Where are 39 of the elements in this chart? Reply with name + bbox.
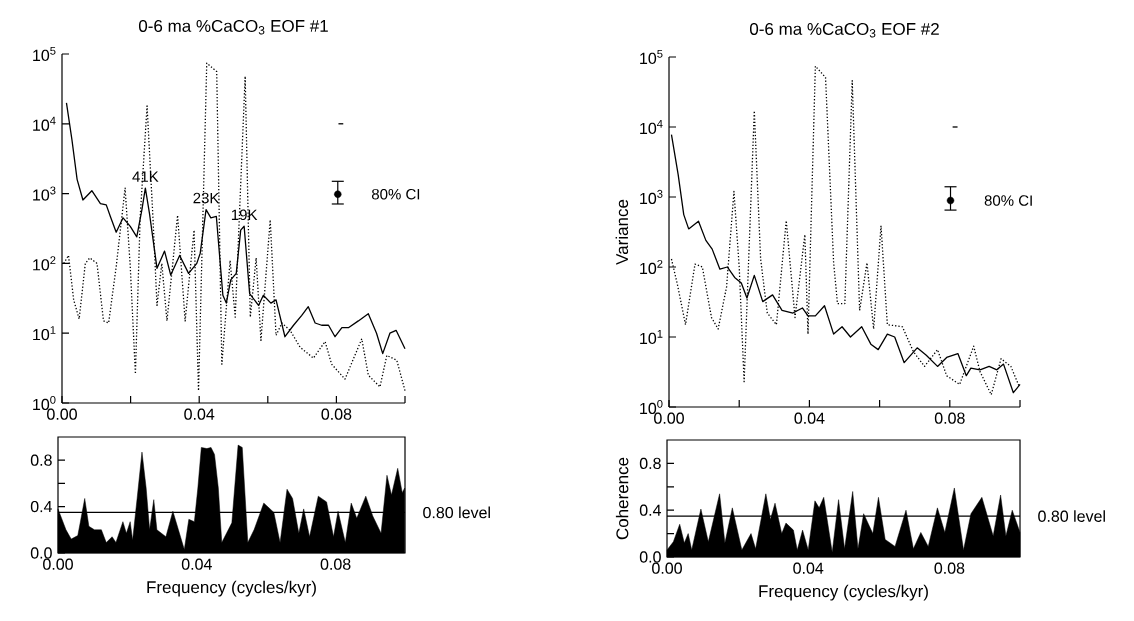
chart-title: 0-6 ma %CaCO$_{3}$ EOF #1 [138,19,328,35]
annotation: 23K [193,192,220,204]
x-axis-title: Frequency (cycles/kyr) [147,580,316,597]
y-tick-label: 10$^{5}$ [640,49,663,65]
ref-line-label: 0.80 level [423,506,490,519]
annotation: 19K [231,209,258,221]
y-tick-label: 10$^{3}$ [33,186,56,201]
x-tick-label: 0.00 [652,562,682,574]
text: 80% CI [984,195,1032,206]
y-tick-label: 10$^{2}$ [640,259,663,275]
y-tick-label: 0.0 [639,551,661,563]
x-tick-label: 0.04 [184,408,215,420]
y-tick-label: 10$^{1}$ [640,329,663,345]
chart-title: 0-6 ma %CaCO$_{3}$ EOF #2 [749,22,939,38]
x-tick-label: 0.08 [320,558,351,570]
y-tick-label: 0.4 [639,504,662,516]
ref-line-label: 0.80 level [1038,510,1105,522]
x-tick-label: 0.04 [181,558,212,570]
y-tick-label: 10$^{3}$ [640,189,663,205]
y-tick-label: 0.0 [30,547,52,559]
x-tick-label: 0.08 [934,412,965,424]
y-tick-label: 0.8 [30,454,52,466]
x-tick-label: 0.00 [43,558,73,570]
y-tick-label: 10$^{2}$ [33,256,56,271]
x-tick-label: 0.08 [934,562,965,574]
y-axis-title: Variance [615,199,629,265]
text: 80% CI [371,188,420,200]
y-axis-title: Coherence [615,457,629,540]
y-tick-label: 10$^{4}$ [640,119,663,135]
annotation: 41K [132,171,159,182]
x-tick-label: 0.04 [794,412,825,424]
y-tick-label: 10$^{1}$ [33,326,56,341]
x-tick-label: 0.04 [793,562,824,574]
y-tick-label: 10$^{5}$ [33,46,56,62]
y-tick-label: 10$^{4}$ [33,116,56,131]
y-tick-label: 0.8 [639,457,661,470]
y-tick-label: 0.4 [30,500,53,513]
x-axis-title: Frequency (cycles/kyr) [759,584,928,601]
x-tick-label: 0.08 [321,408,352,420]
